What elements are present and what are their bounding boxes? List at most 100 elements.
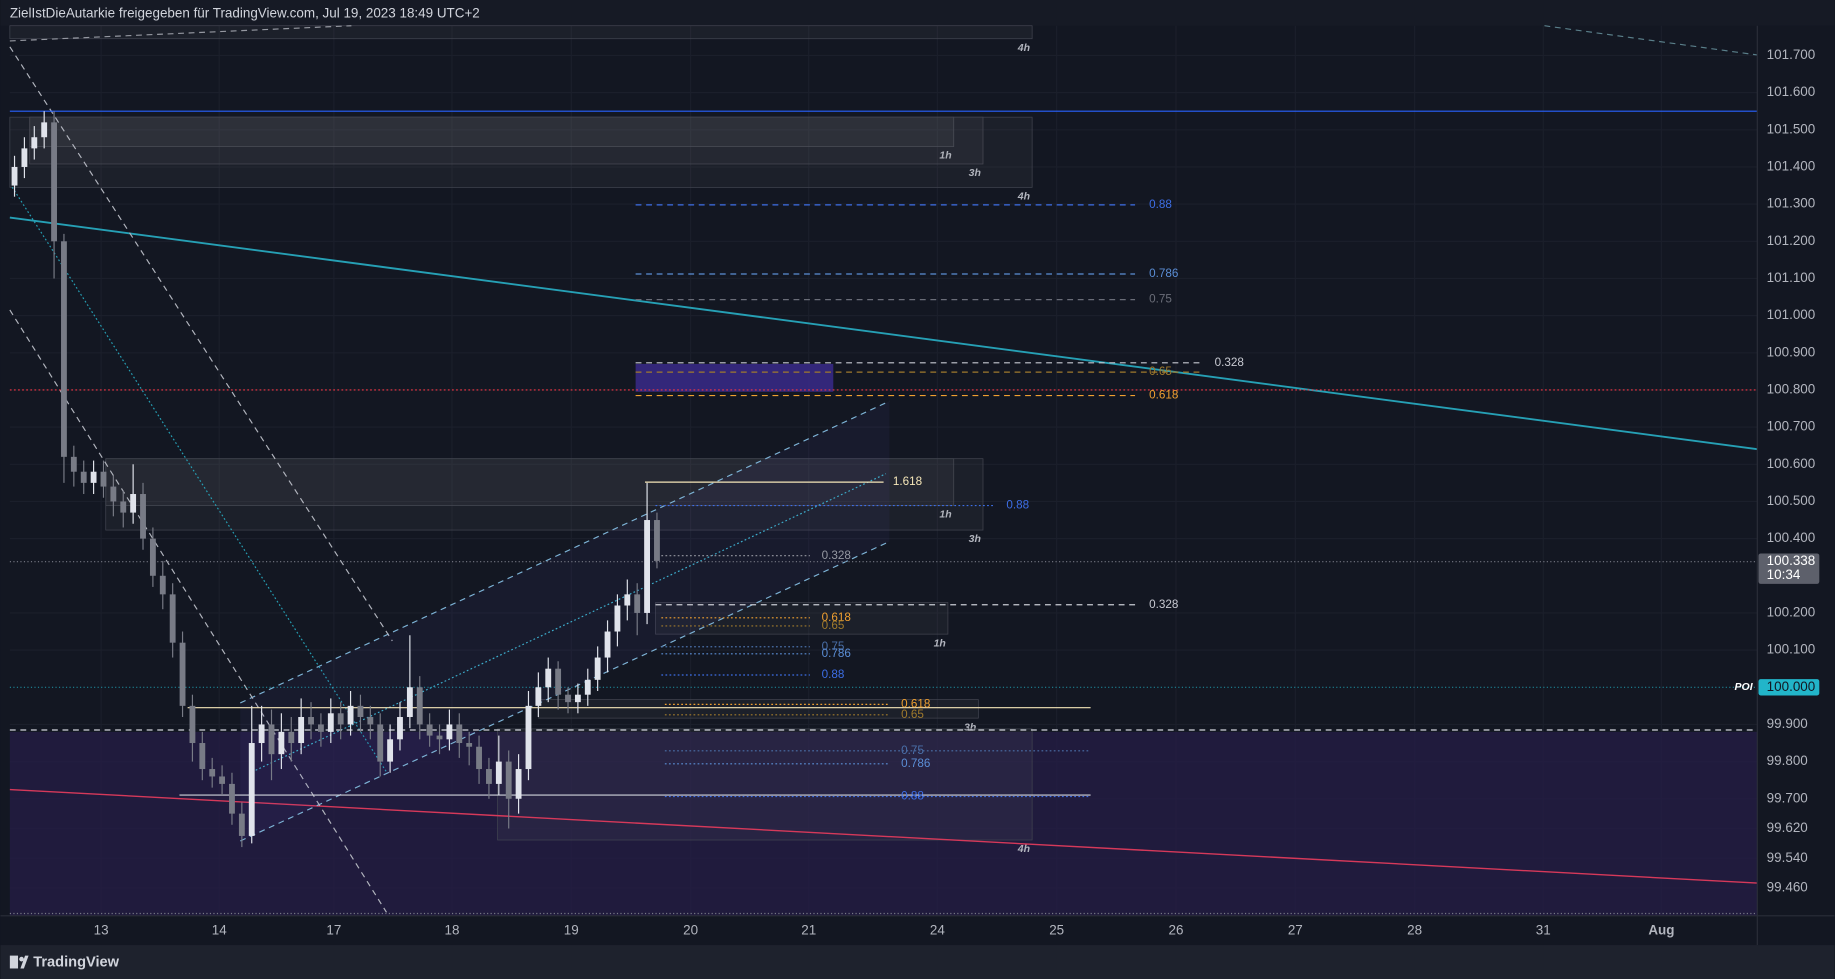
y-tick-label: 101.100 xyxy=(1767,270,1816,285)
y-tick-label: 100.500 xyxy=(1767,493,1816,508)
zone-label: 4h xyxy=(1017,843,1030,855)
poi-name: POI xyxy=(1735,681,1754,693)
candle-body xyxy=(21,148,28,167)
fib-label: 0.786 xyxy=(1149,267,1178,280)
zone-box xyxy=(9,25,1033,40)
candle-body xyxy=(308,717,314,725)
x-tick-label: 14 xyxy=(212,923,227,938)
candle-body xyxy=(199,743,206,770)
candle-body xyxy=(397,717,403,740)
candle-body xyxy=(70,456,77,472)
y-tick-label: 100.100 xyxy=(1767,642,1816,657)
candle-body xyxy=(140,494,146,539)
fib-label: 0.88 xyxy=(822,668,845,681)
candle-body xyxy=(367,717,374,725)
trend-line xyxy=(9,788,1758,884)
trend-line xyxy=(9,46,393,642)
x-tick-label: 17 xyxy=(326,923,341,938)
footer-bar xyxy=(0,945,1835,979)
candle-body xyxy=(604,631,611,658)
x-tick-label: 27 xyxy=(1288,923,1303,938)
zone-box xyxy=(497,728,1033,841)
y-tick-label: 100.900 xyxy=(1767,344,1816,359)
candle-body xyxy=(209,769,216,777)
candle-body xyxy=(219,776,226,784)
y-tick-label: 99.800 xyxy=(1767,753,1808,768)
candle-body xyxy=(189,705,196,744)
candle-body xyxy=(100,471,107,487)
candle-body xyxy=(149,538,156,576)
x-tick-label: 25 xyxy=(1049,923,1064,938)
candle-body xyxy=(288,731,295,744)
zone-label: 1h xyxy=(939,150,951,162)
x-tick-label: 13 xyxy=(94,923,109,938)
zone-label: 3h xyxy=(969,533,981,545)
fib-label: 0.75 xyxy=(822,640,845,653)
fib-label: 0.88 xyxy=(1006,499,1029,512)
x-tick-label: 19 xyxy=(564,923,579,938)
header-text: ZielIstDieAutarkie freigegeben für Tradi… xyxy=(10,6,480,21)
zone-label: 4h xyxy=(1017,42,1030,54)
region xyxy=(635,363,834,392)
fib-label: 0.328 xyxy=(822,549,851,562)
candle-body xyxy=(357,705,364,718)
fib-label: 0.65 xyxy=(822,619,845,632)
logo xyxy=(9,955,29,969)
candle-body xyxy=(584,679,591,695)
last-price-tag xyxy=(1758,553,1820,584)
fib-label: 0.618 xyxy=(822,611,851,624)
candle-body xyxy=(574,694,581,703)
candle-body xyxy=(644,520,651,613)
x-tick-label: 31 xyxy=(1536,923,1551,938)
y-tick-label: 100.200 xyxy=(1767,604,1816,619)
candle-body xyxy=(248,743,255,836)
candle-body xyxy=(545,668,552,688)
poi-price-label: 100.000 xyxy=(1767,679,1816,694)
candle-body xyxy=(31,137,38,149)
candle-body xyxy=(377,724,384,762)
zone-box xyxy=(29,116,984,165)
fib-label: 0.328 xyxy=(1215,356,1244,369)
candle-body xyxy=(169,594,176,643)
footer-brand: TradingView xyxy=(33,954,119,970)
candle-body xyxy=(90,471,97,483)
candle-body xyxy=(298,717,305,744)
x-tick-label: Aug xyxy=(1648,923,1674,938)
trend-line xyxy=(240,541,890,842)
fib-label: 0.88 xyxy=(1149,198,1172,211)
price-axis xyxy=(1757,25,1835,946)
x-tick-label: 21 xyxy=(801,923,816,938)
header-bar xyxy=(0,0,1835,26)
y-tick-label: 101.000 xyxy=(1767,307,1816,322)
fib-label: 0.65 xyxy=(901,708,924,721)
y-tick-label: 99.460 xyxy=(1767,880,1808,895)
candle-body xyxy=(486,769,492,784)
candle-body xyxy=(51,122,57,242)
candle-body xyxy=(159,575,166,595)
region xyxy=(9,731,1758,916)
candle-body xyxy=(594,657,601,680)
zone-label: 3h xyxy=(969,167,981,179)
y-tick-label: 101.500 xyxy=(1767,121,1816,136)
trend-line xyxy=(9,216,1758,451)
y-tick-label: 99.540 xyxy=(1767,850,1808,865)
poi-tag xyxy=(1758,679,1820,696)
candle-body xyxy=(624,594,631,606)
candle-body xyxy=(535,687,542,706)
plot: 4h1h3h4h1h3h1h3h4h0.880.7860.750.3280.65… xyxy=(0,25,1835,946)
zone-box xyxy=(29,116,955,147)
x-tick-label: 28 xyxy=(1407,923,1422,938)
candle-body xyxy=(406,687,413,718)
fib-label: 0.328 xyxy=(1149,598,1178,611)
candle-body xyxy=(11,166,18,186)
y-tick-label: 101.600 xyxy=(1767,84,1816,99)
candle-body xyxy=(179,642,186,706)
candle-body xyxy=(229,783,235,814)
candle-body xyxy=(278,731,285,755)
candle-body xyxy=(654,520,660,561)
candle-body xyxy=(426,724,433,736)
x-tick-label: 26 xyxy=(1169,923,1184,938)
candle-body xyxy=(337,713,344,725)
candle-body xyxy=(268,724,275,755)
